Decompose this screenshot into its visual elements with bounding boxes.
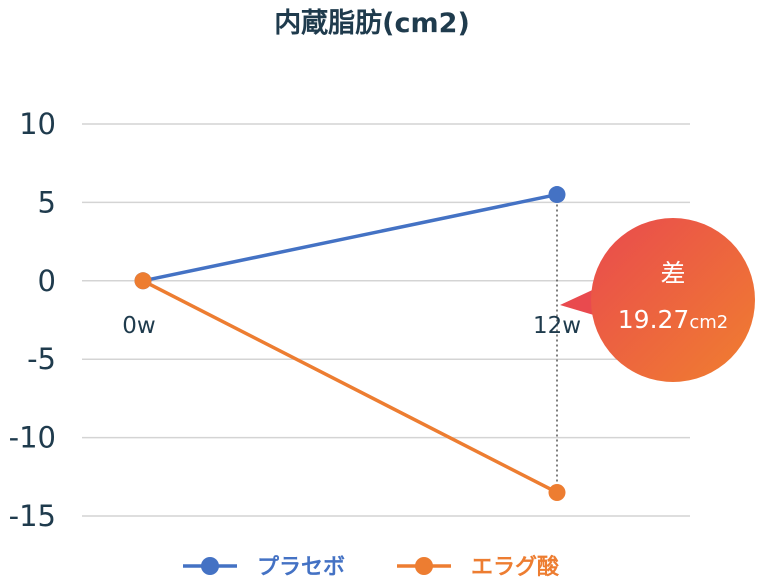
callout-pointer (560, 286, 601, 316)
grid-lines (82, 123, 690, 517)
legend-label: プラセボ (257, 555, 345, 578)
series-line (142, 279, 558, 495)
y-tick-label: -15 (9, 499, 56, 533)
legend-marker (201, 557, 219, 575)
callout-number: 19.27 (618, 305, 690, 334)
callout-unit: cm2 (689, 312, 728, 333)
y-axis-ticks: 10 5 0 -5 -10 -15 (9, 107, 56, 533)
series-line (142, 192, 558, 283)
legend: プラセボ エラグ酸 (183, 554, 560, 578)
series-lines (134, 186, 566, 501)
callout-circle (591, 218, 755, 382)
y-tick-label: -5 (27, 342, 56, 376)
y-tick-label: 0 (38, 264, 56, 298)
data-point (134, 272, 152, 290)
data-point (548, 483, 566, 501)
legend-marker (415, 557, 433, 575)
legend-label: エラグ酸 (471, 554, 560, 578)
chart-title: 内蔵脂肪(cm2) (274, 8, 470, 39)
data-point (548, 186, 566, 204)
x-tick-label: 12w (533, 313, 581, 339)
x-tick-label: 0w (122, 313, 155, 339)
y-tick-label: 5 (38, 185, 56, 219)
y-tick-label: 10 (19, 107, 56, 141)
difference-callout: 差 19.27cm2 (560, 218, 755, 382)
callout-label: 差 (660, 259, 685, 288)
x-axis-ticks: 0w 12w (122, 313, 581, 339)
callout-value: 19.27cm2 (618, 305, 728, 334)
y-tick-label: -10 (9, 421, 56, 455)
